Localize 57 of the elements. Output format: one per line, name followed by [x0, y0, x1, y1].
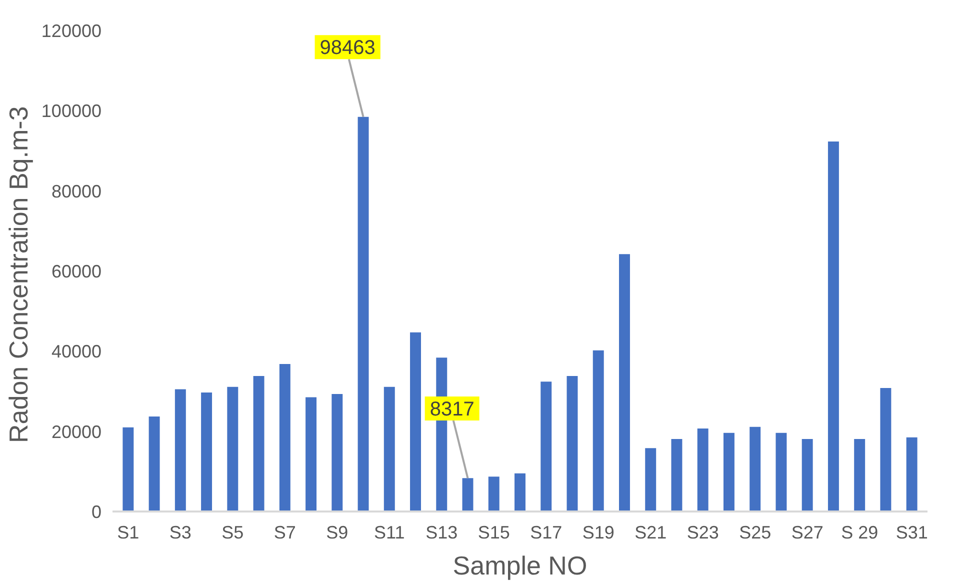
x-tick-label: S11	[374, 522, 405, 542]
x-tick-label: S21	[634, 522, 667, 542]
x-axis-title: Sample NO	[452, 550, 588, 580]
bar	[802, 438, 813, 512]
x-tick-label: S23	[686, 522, 719, 542]
x-tick-label: S7	[274, 522, 296, 542]
bar	[227, 386, 238, 512]
bar	[306, 397, 317, 512]
y-tick-label: 120000	[41, 21, 102, 41]
bar	[201, 392, 212, 512]
bar	[854, 438, 866, 512]
x-tick-label: S27	[791, 522, 824, 542]
y-tick-label: 0	[91, 502, 102, 522]
bar	[332, 394, 343, 512]
bar	[410, 332, 421, 512]
x-tick-label: S3	[169, 522, 192, 542]
y-axis-title: Radon Concentration Bq.m-3	[3, 106, 34, 443]
x-tick-label: S 29	[841, 522, 878, 542]
y-tick-label: 80000	[51, 181, 102, 202]
y-tick-label: 100000	[41, 101, 102, 122]
y-tick-label: 60000	[51, 262, 102, 282]
bar	[148, 416, 160, 512]
x-tick-label: S17	[530, 522, 562, 542]
x-tick-label: S25	[739, 522, 772, 542]
data-label: 98463	[320, 37, 376, 60]
bar	[384, 386, 395, 512]
bar	[514, 473, 526, 512]
bar	[358, 116, 369, 512]
bar	[776, 432, 787, 512]
bar	[279, 364, 290, 512]
bar	[906, 437, 918, 512]
bar	[253, 376, 264, 512]
y-tick-label: 40000	[51, 342, 102, 362]
x-tick-label: S5	[222, 522, 244, 542]
bar	[671, 438, 682, 512]
y-tick-label: 20000	[51, 422, 102, 442]
bar	[122, 427, 134, 512]
bar	[750, 426, 761, 512]
x-tick-label: S15	[478, 522, 510, 542]
x-tick-label: S31	[896, 522, 928, 542]
bar	[488, 476, 500, 512]
bar	[880, 388, 892, 512]
bar	[828, 142, 839, 512]
bar	[645, 448, 656, 512]
x-tick-label: S1	[117, 522, 140, 542]
bar	[592, 350, 604, 512]
data-label: 8317	[430, 398, 474, 420]
bar	[723, 432, 734, 512]
bar	[619, 254, 630, 512]
bar	[540, 382, 552, 512]
bar	[462, 478, 474, 512]
bar	[697, 428, 708, 512]
x-tick-label: S13	[426, 522, 458, 542]
bar	[174, 389, 186, 512]
x-tick-label: S19	[582, 522, 614, 542]
x-tick-label: S9	[326, 522, 348, 542]
bar	[566, 376, 578, 512]
